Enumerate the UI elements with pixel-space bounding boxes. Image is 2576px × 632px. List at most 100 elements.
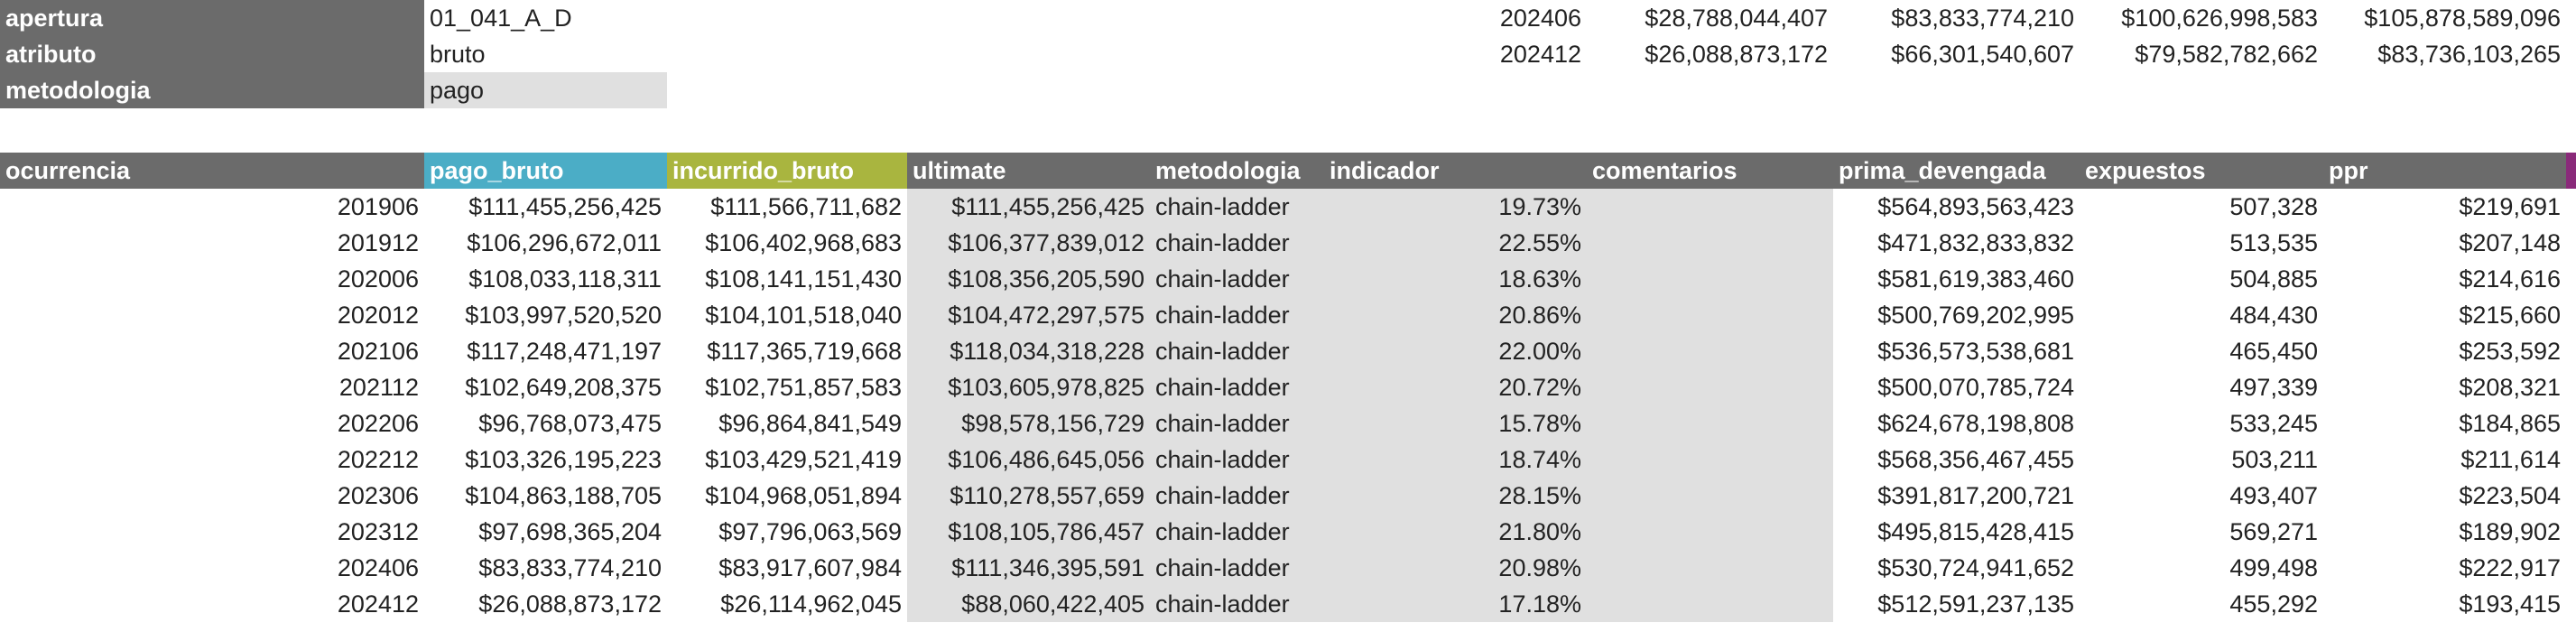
- column-header-edge: [2566, 153, 2576, 189]
- table-cell: $215,660: [2459, 302, 2561, 329]
- table-cell: $495,815,428,415: [1877, 518, 2074, 545]
- table-cell: $96,864,841,549: [718, 410, 902, 437]
- column-header: indicador: [1324, 153, 1587, 189]
- table-cell: $108,356,205,590: [907, 261, 1150, 297]
- table-cell: $106,402,968,683: [705, 229, 902, 256]
- table-cell: $103,605,978,825: [907, 369, 1150, 405]
- table-cell: $104,863,188,705: [465, 482, 662, 509]
- comment-cell: [1587, 441, 1833, 478]
- table-cell: $391,817,200,721: [1877, 482, 2074, 509]
- summary-cell: 202406: [1499, 5, 1581, 32]
- table-cell: chain-ladder: [1150, 405, 1324, 441]
- table-cell: 201906: [337, 193, 419, 220]
- table-cell: 504,885: [2229, 265, 2318, 293]
- table-cell: $530,724,941,652: [1877, 554, 2074, 581]
- table-cell: $222,917: [2459, 554, 2561, 581]
- comment-cell: [1587, 369, 1833, 405]
- summary-cell: $100,626,998,583: [2121, 5, 2318, 32]
- table-cell: $219,691: [2459, 193, 2561, 220]
- table-cell: 18.63%: [1324, 261, 1587, 297]
- table-cell: 17.18%: [1324, 586, 1587, 622]
- table-cell: $568,356,467,455: [1877, 446, 2074, 473]
- comment-cell: [1587, 550, 1833, 586]
- table-cell: $88,060,422,405: [907, 586, 1150, 622]
- summary-cell: $83,736,103,265: [2377, 41, 2561, 68]
- table-cell: $26,088,873,172: [478, 590, 662, 618]
- table-cell: 569,271: [2229, 518, 2318, 545]
- table-cell: $96,768,073,475: [478, 410, 662, 437]
- table-cell: $193,415: [2459, 590, 2561, 618]
- table-cell: 15.78%: [1324, 405, 1587, 441]
- table-cell: $83,833,774,210: [478, 554, 662, 581]
- table-cell: 202306: [337, 482, 419, 509]
- table-cell: $103,326,195,223: [465, 446, 662, 473]
- column-header: metodologia: [1150, 153, 1324, 189]
- table-cell: $512,591,237,135: [1877, 590, 2074, 618]
- table-cell: chain-ladder: [1150, 514, 1324, 550]
- column-header: expuestos: [2080, 153, 2323, 189]
- table-cell: $624,678,198,808: [1877, 410, 2074, 437]
- table-cell: 201912: [337, 229, 419, 256]
- table-cell: $108,141,151,430: [705, 265, 902, 293]
- summary-cell: 202412: [1499, 41, 1581, 68]
- table-cell: $97,796,063,569: [718, 518, 902, 545]
- table-cell: 497,339: [2229, 374, 2318, 401]
- summary-cell: $105,878,589,096: [2364, 5, 2561, 32]
- table-cell: $117,365,719,668: [707, 338, 902, 365]
- table-cell: $117,248,471,197: [467, 338, 662, 365]
- table-cell: $104,101,518,040: [705, 302, 902, 329]
- comment-cell: [1587, 514, 1833, 550]
- summary-cell: $79,582,782,662: [2135, 41, 2318, 68]
- comment-cell: [1587, 261, 1833, 297]
- table-cell: $118,034,318,228: [907, 333, 1150, 369]
- table-cell: $500,769,202,995: [1877, 302, 2074, 329]
- comment-cell: [1587, 405, 1833, 441]
- table-cell: 18.74%: [1324, 441, 1587, 478]
- table-cell: $108,105,786,457: [907, 514, 1150, 550]
- table-cell: 202212: [337, 446, 419, 473]
- table-cell: chain-ladder: [1150, 189, 1324, 225]
- table-cell: $471,832,833,832: [1877, 229, 2074, 256]
- parameter-value: bruto: [430, 41, 486, 68]
- table-cell: $110,278,557,659: [907, 478, 1150, 514]
- table-cell: $26,114,962,045: [720, 590, 902, 618]
- table-cell: $564,893,563,423: [1877, 193, 2074, 220]
- table-cell: 507,328: [2229, 193, 2318, 220]
- table-cell: 455,292: [2229, 590, 2318, 618]
- table-cell: 533,245: [2229, 410, 2318, 437]
- table-cell: 202406: [337, 554, 419, 581]
- column-header: ultimate: [907, 153, 1150, 189]
- table-cell: $106,377,839,012: [907, 225, 1150, 261]
- summary-cell: $66,301,540,607: [1891, 41, 2074, 68]
- table-cell: $581,619,383,460: [1877, 265, 2074, 293]
- table-cell: $536,573,538,681: [1877, 338, 2074, 365]
- table-cell: $253,592: [2459, 338, 2561, 365]
- table-cell: $97,698,365,204: [478, 518, 662, 545]
- table-cell: 202412: [337, 590, 419, 618]
- table-cell: 20.72%: [1324, 369, 1587, 405]
- table-cell: $189,902: [2459, 518, 2561, 545]
- parameter-label: metodologia: [0, 72, 424, 108]
- table-cell: 202206: [337, 410, 419, 437]
- table-cell: $500,070,785,724: [1877, 374, 2074, 401]
- table-cell: $108,033,118,311: [468, 265, 662, 293]
- table-cell: $104,472,297,575: [907, 297, 1150, 333]
- table-cell: chain-ladder: [1150, 261, 1324, 297]
- table-cell: $208,321: [2459, 374, 2561, 401]
- table-cell: 202312: [337, 518, 419, 545]
- table-cell: 28.15%: [1324, 478, 1587, 514]
- comment-cell: [1587, 586, 1833, 622]
- table-cell: 202012: [337, 302, 419, 329]
- table-cell: $223,504: [2459, 482, 2561, 509]
- comment-cell: [1587, 478, 1833, 514]
- table-cell: 493,407: [2229, 482, 2318, 509]
- table-cell: 465,450: [2229, 338, 2318, 365]
- table-cell: $111,346,395,591: [907, 550, 1150, 586]
- table-cell: $214,616: [2459, 265, 2561, 293]
- table-cell: 22.00%: [1324, 333, 1587, 369]
- table-cell: 484,430: [2229, 302, 2318, 329]
- column-header: prima_devengada: [1833, 153, 2080, 189]
- table-cell: chain-ladder: [1150, 478, 1324, 514]
- table-cell: 503,211: [2231, 446, 2318, 473]
